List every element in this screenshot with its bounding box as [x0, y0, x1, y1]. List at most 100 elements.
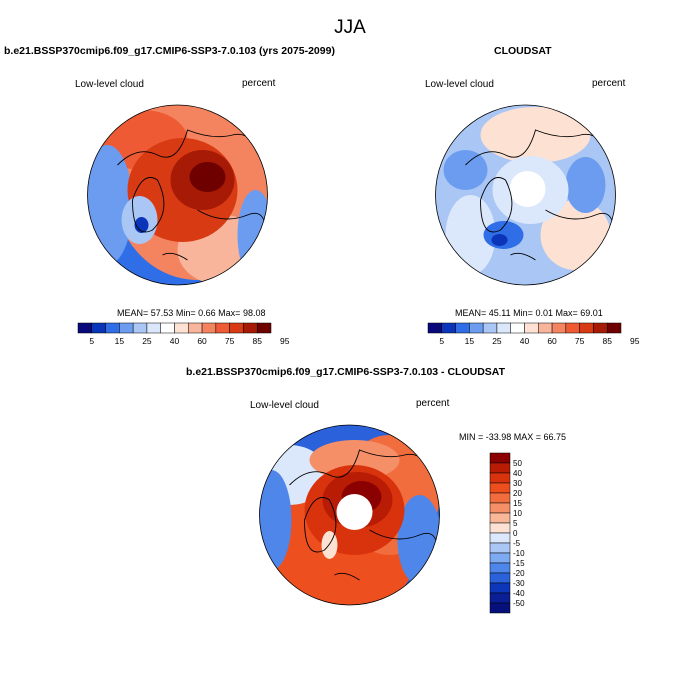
colorbar-box: [229, 322, 244, 334]
colorbar-tick-label: 50: [513, 459, 522, 468]
colorbar-tick-label: 5: [89, 336, 94, 346]
field-greenland-min: [134, 217, 149, 233]
coastline: [117, 129, 266, 261]
field-greenland-near-zero: [321, 531, 338, 559]
colorbar-box: [441, 322, 456, 334]
panel-1-units-label: percent: [242, 78, 276, 89]
colorbar-tick-label: 15: [513, 499, 522, 508]
colorbar-box: [489, 562, 511, 574]
colorbar-box: [77, 322, 93, 334]
colorbar-box: [174, 322, 189, 334]
colorbar-tick-label: -10: [513, 549, 525, 558]
panel-2-mean-value: 45.11: [488, 308, 511, 318]
field-negative-west: [259, 470, 292, 570]
map-field: [259, 425, 440, 605]
colorbar-tick-label: 40: [170, 336, 180, 346]
panel-1-max-label: Max=: [218, 308, 241, 318]
colorbar-box: [538, 322, 553, 334]
colorbar-box: [524, 322, 539, 334]
coastline: [289, 449, 438, 581]
panel-2-units-label: percent: [592, 78, 626, 89]
field-max: [189, 162, 226, 192]
panel-2-max-value: 69.01: [580, 308, 603, 318]
missing-data-pole-hole: [509, 171, 546, 207]
colorbar-tick-label: 0: [513, 529, 518, 538]
colorbar-tick-label: 95: [280, 336, 290, 346]
colorbar-box: [489, 462, 511, 474]
colorbar-tick-label: -15: [513, 559, 525, 568]
colorbar-box: [510, 322, 525, 334]
colorbar-box: [489, 582, 511, 594]
colorbar-box: [489, 592, 511, 604]
colorbar-tick-label: 25: [142, 336, 152, 346]
colorbar-box: [215, 322, 230, 334]
colorbar-box: [489, 542, 511, 554]
colorbar-tick-label: 25: [492, 336, 502, 346]
colorbar-box: [188, 322, 203, 334]
field-low-west: [87, 145, 133, 265]
colorbar-tick-label: 5: [513, 519, 518, 528]
colorbar-box: [489, 522, 511, 534]
colorbar-tick-label: 75: [225, 336, 235, 346]
colorbar-tick-label: -50: [513, 599, 525, 608]
field-pacific-mid: [480, 107, 591, 163]
panel-1-variable-label: Low-level cloud: [75, 79, 144, 90]
colorbar-box: [243, 322, 258, 334]
colorbar-box: [489, 492, 511, 504]
colorbar-tick-label: 30: [513, 479, 522, 488]
colorbar-box: [489, 482, 511, 494]
panel-1-polar-map: [87, 104, 268, 286]
panel-2-colorbar: 5 15 25 40 60 75 85 95: [427, 322, 640, 346]
panel-2-max-label: Max=: [555, 308, 578, 318]
panel-2-mean-label: MEAN=: [455, 308, 487, 318]
panel-3-polar-map: [259, 424, 440, 606]
colorbar-box: [489, 502, 511, 514]
colorbar-tick-label: 15: [465, 336, 475, 346]
colorbar-box: [489, 512, 511, 524]
panel-1-mean-value: 57.53: [150, 308, 174, 318]
field-greenland-min: [491, 234, 508, 246]
colorbar-tick-label: -40: [513, 589, 525, 598]
panel-2-min-label: Min=: [513, 308, 533, 318]
panel-3-min-max-text: MIN = -33.98 MAX = 66.75: [459, 432, 567, 442]
colorbar-box: [593, 322, 608, 334]
field-siberia: [540, 200, 611, 270]
colorbar-box: [91, 322, 106, 334]
panel-1-max-value: 98.08: [242, 308, 266, 318]
colorbar-box: [427, 322, 443, 334]
panel-1-mean-label: MEAN=: [117, 308, 149, 318]
missing-data-pole-hole: [336, 494, 373, 530]
colorbar-box: [105, 322, 120, 334]
colorbar-box: [482, 322, 498, 334]
colorbar-box: [489, 532, 511, 544]
colorbar-box: [606, 322, 622, 334]
map-field: [435, 105, 616, 285]
panel-2-variable-label: Low-level cloud: [425, 79, 494, 90]
colorbar-tick-label: -30: [513, 579, 525, 588]
panel-2-min-value: 0.01: [535, 308, 553, 318]
panel-3-variable-label: Low-level cloud: [250, 400, 319, 411]
map-boundary: [87, 104, 268, 286]
colorbar-box: [489, 552, 511, 564]
colorbar-tick-label: 95: [630, 336, 640, 346]
coastline: [465, 129, 614, 261]
panel-1-min-label: Min=: [175, 308, 196, 318]
colorbar-box: [455, 322, 470, 334]
colorbar-box: [489, 602, 511, 614]
colorbar-tick-label: 85: [252, 336, 262, 346]
colorbar-tick-label: 10: [513, 509, 522, 518]
field-europe-low: [565, 157, 606, 213]
panel-1-min-value: 0.66: [198, 308, 216, 318]
colorbar-tick-label: 5: [439, 336, 444, 346]
colorbar-box: [489, 472, 511, 484]
colorbar-tick-label: 20: [513, 489, 522, 498]
colorbar-tick-label: 75: [575, 336, 585, 346]
panel-2-stats: MEAN= 45.11 Min= 0.01 Max= 69.01: [455, 308, 603, 318]
colorbar-box: [469, 322, 484, 334]
colorbar-box: [565, 322, 580, 334]
panel-1-title: b.e21.BSSP370cmip6.f09_g17.CMIP6-SSP3-7.…: [4, 45, 335, 57]
colorbar-tick-label: 60: [197, 336, 207, 346]
map-boundary: [259, 424, 440, 606]
panel-2-polar-map: [435, 104, 616, 286]
